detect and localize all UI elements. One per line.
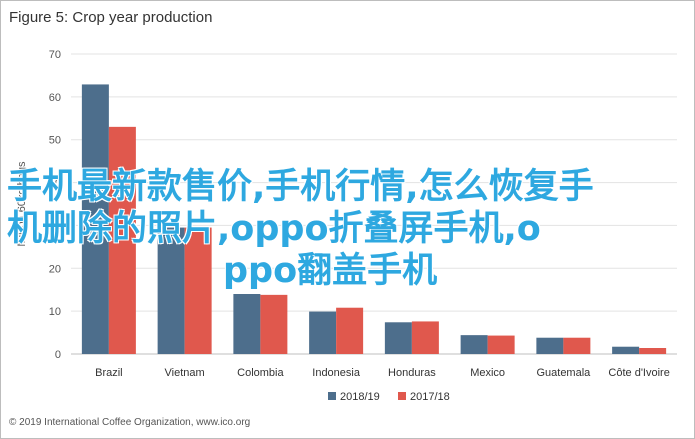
bar-2017-18-colombia: [260, 294, 288, 354]
bar-2018-19-mexico: [460, 335, 488, 354]
y-tick-label: 20: [49, 263, 61, 275]
x-tick-label: Brazil: [95, 367, 123, 379]
x-tick-label: Côte d'Ivoire: [608, 367, 669, 379]
bar-2017-18-indonesia: [336, 307, 364, 354]
bar-2018-19-ctedivoire: [612, 346, 640, 354]
overlay-line-3: ppo翻盖手机: [223, 251, 438, 291]
x-tick-label: Colombia: [237, 367, 284, 379]
legend-swatch-2018-19: [328, 392, 336, 400]
figure-title: Figure 5: Crop year production: [9, 9, 213, 26]
overlay-line-2: 机删除的照片,oppo折叠屏手机,o: [7, 209, 541, 249]
bar-2018-19-honduras: [384, 322, 412, 354]
y-tick-label: 50: [49, 135, 61, 147]
bar-2017-18-vietnam: [184, 227, 212, 354]
y-tick-label: 10: [49, 306, 61, 318]
x-tick-label: Vietnam: [165, 367, 205, 379]
legend-swatch-2017-18: [398, 392, 406, 400]
y-tick-label: 30: [49, 220, 61, 232]
y-tick-label: 0: [55, 349, 61, 361]
y-tick-label: 40: [49, 178, 61, 190]
bar-2017-18-guatemala: [563, 337, 591, 354]
overlay-watermark-text: 手机最新款售价,手机行情,怎么恢复手 机删除的照片,oppo折叠屏手机,o pp…: [7, 166, 667, 292]
overlay-line-1: 手机最新款售价,手机行情,怎么恢复手: [7, 167, 594, 207]
bar-2018-19-brazil: [81, 84, 109, 354]
y-tick-label: 60: [49, 92, 61, 104]
bar-2018-19-vietnam: [157, 227, 185, 354]
bar-2017-18-ctedivoire: [639, 348, 667, 354]
x-tick-label: Guatemala: [536, 367, 591, 379]
bar-2018-19-indonesia: [309, 311, 337, 354]
bar-2018-19-colombia: [233, 294, 261, 354]
y-axis-label: Million 60kg bags: [16, 161, 28, 246]
bar-2017-18-brazil: [108, 126, 136, 354]
bar-2018-19-guatemala: [536, 337, 564, 354]
bar-2017-18-honduras: [411, 321, 439, 354]
x-tick-label: Honduras: [388, 367, 436, 379]
y-tick-label: 70: [49, 49, 61, 61]
legend-label-2017-18: 2017/18: [410, 391, 450, 403]
copyright-footer: © 2019 International Coffee Organization…: [9, 417, 251, 428]
x-tick-label: Indonesia: [312, 367, 361, 379]
bar-2017-18-mexico: [487, 335, 515, 354]
x-tick-label: Mexico: [470, 367, 505, 379]
legend-label-2018-19: 2018/19: [340, 391, 380, 403]
